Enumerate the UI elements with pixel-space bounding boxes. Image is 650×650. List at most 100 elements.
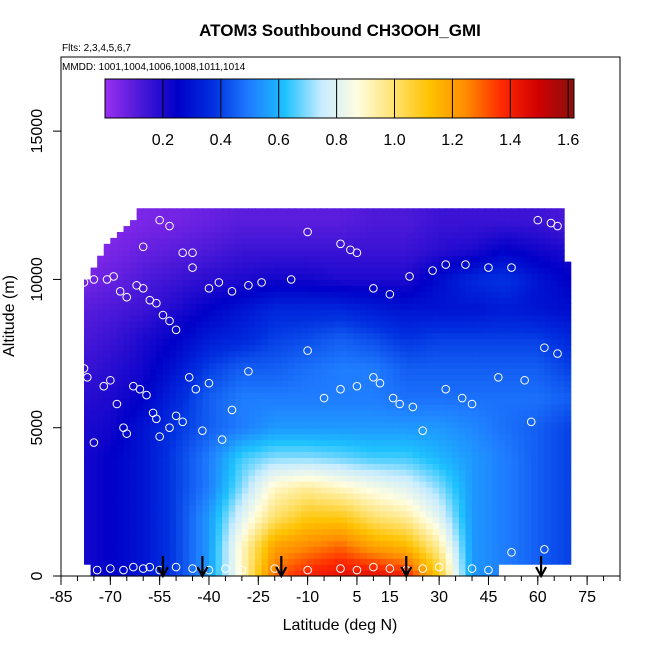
heatmap-cell (557, 243, 565, 251)
heatmap-cell (491, 261, 499, 269)
heatmap-cell (379, 481, 388, 488)
heatmap-cell (386, 303, 394, 310)
observation-point (79, 278, 89, 287)
observation-point (204, 378, 214, 388)
heatmap-cell (123, 457, 131, 464)
heatmap-cell (189, 439, 197, 447)
heatmap-cell (307, 261, 315, 269)
heatmap-cell (393, 326, 401, 334)
heatmap-cell (439, 457, 447, 464)
heatmap-cell (274, 350, 282, 358)
heatmap-cell (544, 445, 552, 453)
heatmap-cell (419, 475, 427, 482)
heatmap-cell (215, 320, 223, 328)
heatmap-cell (379, 469, 388, 476)
heatmap-cell (97, 540, 105, 547)
heatmap-cell (439, 451, 447, 458)
heatmap-cell (84, 421, 92, 429)
heatmap-cell (287, 297, 296, 304)
heatmap-cell (544, 510, 552, 518)
heatmap-cell (386, 398, 394, 405)
heatmap-cell (301, 528, 309, 536)
heatmap-cell (373, 498, 381, 506)
heatmap-cell (360, 350, 368, 358)
heatmap-cell (531, 374, 539, 381)
observation-point (237, 565, 247, 575)
heatmap-cell (255, 220, 263, 227)
heatmap-cell (353, 267, 361, 275)
heatmap-cell (485, 469, 493, 476)
heatmap-cell (406, 315, 414, 322)
heatmap-cell (182, 279, 190, 286)
heatmap-cell (287, 445, 296, 453)
heatmap-cell (393, 374, 401, 381)
heatmap-cell (281, 350, 289, 358)
heatmap-cell (537, 463, 545, 470)
heatmap-cell (425, 552, 434, 559)
heatmap-cell (340, 457, 348, 464)
heatmap-cell (189, 510, 197, 518)
heatmap-cell (557, 303, 565, 310)
heatmap-cell (320, 279, 328, 286)
heatmap-cell (110, 237, 118, 245)
heatmap-cell (195, 309, 203, 316)
heatmap-cell (215, 350, 223, 358)
heatmap-cell (255, 279, 263, 286)
heatmap-cell (366, 320, 374, 328)
heatmap-cell (353, 427, 361, 435)
heatmap-cell (110, 403, 118, 411)
heatmap-cell (550, 552, 559, 559)
heatmap-cell (123, 498, 131, 506)
heatmap-cell (97, 421, 105, 429)
heatmap-cell (208, 261, 217, 269)
heatmap-cell (419, 463, 427, 470)
observation-point (484, 565, 493, 575)
heatmap-cell (116, 350, 125, 358)
heatmap-cell (439, 409, 447, 417)
heatmap-cell (116, 326, 125, 334)
heatmap-cell (255, 309, 263, 316)
heatmap-cell (97, 516, 105, 524)
heatmap-cell (202, 285, 210, 292)
heatmap-cell (103, 498, 111, 506)
heatmap-cell (393, 243, 401, 251)
heatmap-cell (248, 285, 256, 292)
heatmap-cell (478, 463, 486, 470)
heatmap-cell (419, 415, 427, 423)
heatmap-cell (550, 558, 559, 565)
heatmap-cell (445, 326, 453, 334)
heatmap-cell (445, 528, 453, 536)
heatmap-cell (307, 570, 315, 577)
heatmap-cell (425, 392, 434, 399)
heatmap-cell (215, 552, 223, 559)
heatmap-cell (222, 487, 230, 494)
heatmap-cell (544, 226, 552, 233)
heatmap-cell (274, 392, 282, 399)
heatmap-cell (511, 487, 519, 494)
heatmap-cell (491, 481, 499, 488)
heatmap-cell (274, 409, 282, 417)
heatmap-cell (195, 255, 203, 263)
heatmap-cell (281, 498, 289, 506)
heatmap-cell (255, 552, 263, 559)
heatmap-cell (373, 534, 381, 542)
heatmap-cell (143, 445, 151, 453)
heatmap-cell (116, 237, 125, 245)
heatmap-cell (116, 498, 125, 506)
heatmap-cell (491, 285, 499, 292)
heatmap-cell (485, 415, 493, 423)
heatmap-cell (195, 285, 203, 292)
heatmap-cell (84, 546, 92, 553)
observation-point (375, 378, 385, 388)
heatmap-cell (531, 356, 539, 364)
heatmap-cell (222, 332, 230, 340)
heatmap-cell (274, 338, 282, 346)
heatmap-cell (518, 516, 526, 524)
heatmap-cell (215, 386, 223, 393)
heatmap-cell (136, 451, 144, 458)
heatmap-cell (452, 392, 460, 399)
heatmap-cell (498, 558, 506, 565)
heatmap-cell (511, 540, 519, 547)
heatmap-cell (406, 510, 414, 518)
heatmap-cell (255, 226, 263, 233)
